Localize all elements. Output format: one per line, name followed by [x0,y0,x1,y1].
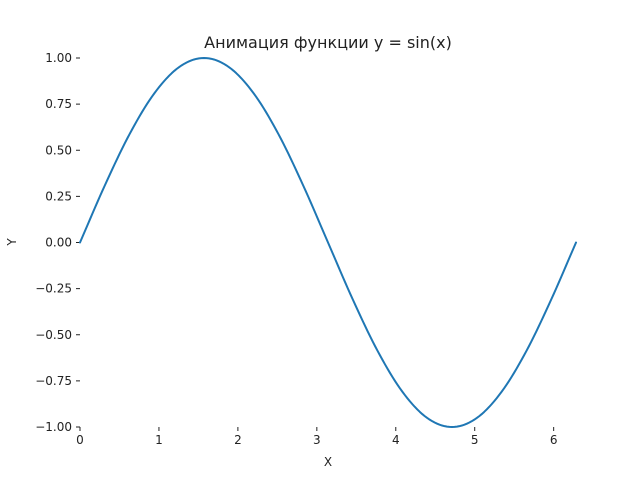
y-axis-label: Y [5,238,19,247]
x-tick-label: 0 [76,433,84,447]
x-axis-ticks: 0 1 2 3 4 5 6 [76,427,557,447]
series-group [79,57,578,428]
y-tick-label: 0.75 [45,97,72,111]
y-tick-label: −0.75 [35,374,72,388]
x-tick-label: 1 [155,433,163,447]
y-tick-label: 0.25 [45,189,72,203]
x-tick-label: 5 [471,433,479,447]
y-tick-label: 0.50 [45,143,72,157]
chart-title: Анимация функции y = sin(x) [204,33,452,52]
y-tick-label: 1.00 [45,51,72,65]
y-tick-label: 0.00 [45,236,72,250]
y-axis-ticks: 1.00 0.75 0.50 0.25 0.00 −0.25 −0.50 −0.75 −1.00 [35,51,80,434]
x-axis-label: X [324,455,332,469]
x-tick-label: 4 [392,433,400,447]
x-tick-label: 2 [234,433,242,447]
y-tick-label: −0.25 [35,282,72,296]
y-tick-label: −1.00 [35,420,72,434]
x-tick-label: 6 [550,433,558,447]
series-line [79,57,578,428]
x-tick-label: 3 [313,433,321,447]
y-tick-label: −0.50 [35,328,72,342]
